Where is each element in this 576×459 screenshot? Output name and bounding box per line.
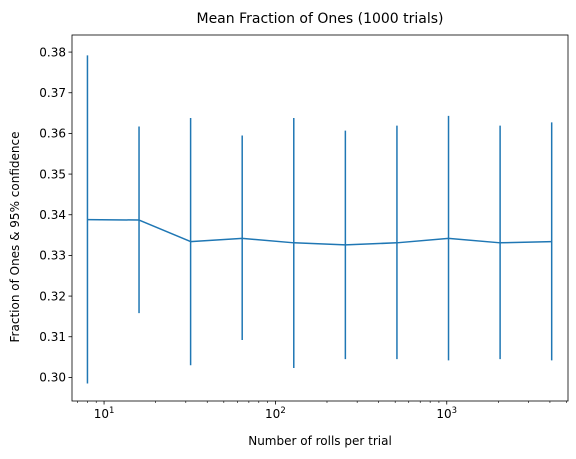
x-axis-label: Number of rolls per trial <box>248 434 392 448</box>
y-tick-label: 0.34 <box>39 208 66 222</box>
y-tick-label: 0.32 <box>39 289 66 303</box>
y-tick-label: 0.38 <box>39 45 66 59</box>
x-tick-exponent: 2 <box>280 406 285 416</box>
y-tick-label: 0.36 <box>39 127 66 141</box>
axes-frame <box>71 34 569 402</box>
x-tick-exponent: 1 <box>109 406 114 416</box>
mean-line <box>87 218 552 246</box>
x-tick-exponent: 3 <box>452 406 457 416</box>
y-tick-label: 0.33 <box>39 249 66 263</box>
x-tick-base: 10 <box>436 407 451 421</box>
y-tick-label: 0.31 <box>39 330 66 344</box>
y-axis-label: Fraction of Ones & 95% confidence <box>8 132 22 343</box>
x-tick-label: 102 <box>265 406 286 421</box>
x-tick-base: 10 <box>265 407 280 421</box>
chart-title: Mean Fraction of Ones (1000 trials) <box>196 11 443 27</box>
x-tick-base: 10 <box>94 407 109 421</box>
y-tick-label: 0.37 <box>39 86 66 100</box>
x-tick-label: 101 <box>94 406 115 421</box>
y-tick-label: 0.35 <box>39 167 66 181</box>
y-tick-label: 0.30 <box>39 371 66 385</box>
x-tick-label: 103 <box>436 406 457 421</box>
